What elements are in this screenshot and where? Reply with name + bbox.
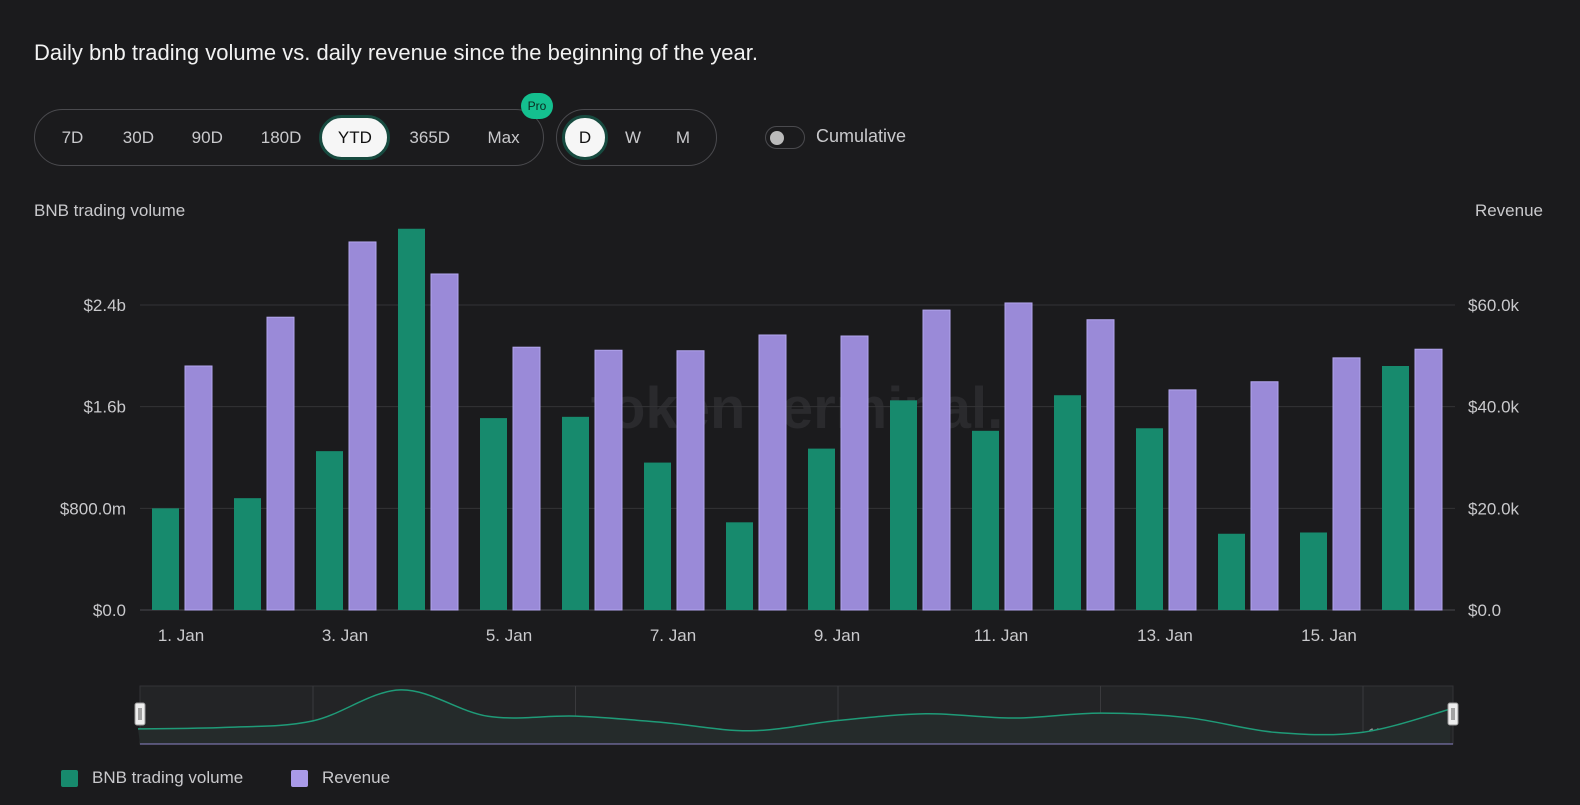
y-right-tick-label: $40.0k	[1468, 398, 1520, 417]
range-button-ytd[interactable]: YTD	[319, 115, 391, 160]
legend-label-revenue: Revenue	[322, 768, 391, 787]
range-button-30d[interactable]: 30D	[122, 127, 154, 147]
y-left-tick-label: $0.0	[93, 601, 126, 620]
bar-revenue	[1086, 319, 1115, 611]
bar-volume	[316, 451, 343, 610]
range-button-max[interactable]: Max	[487, 127, 520, 147]
bar-revenue	[840, 335, 869, 611]
bar-volume	[644, 462, 671, 610]
x-tick-label: 9. Jan	[814, 626, 860, 645]
legend-label-volume: BNB trading volume	[92, 768, 244, 787]
x-tick-label: 11. Jan	[974, 626, 1029, 645]
y-right-tick-label: $60.0k	[1468, 296, 1520, 315]
bar-revenue	[266, 316, 295, 611]
navigator-area	[138, 689, 1451, 744]
toggle-knob	[770, 131, 784, 145]
cumulative-label: Cumulative	[816, 126, 907, 146]
bar-revenue	[1332, 357, 1361, 611]
legend-swatch-volume	[61, 769, 78, 787]
navigator-handle-left[interactable]	[134, 702, 146, 726]
bar-volume	[1382, 366, 1409, 610]
bar-volume	[480, 418, 507, 610]
granularity-button-d[interactable]: D	[562, 115, 608, 160]
legend-item-volume[interactable]: BNB trading volume	[61, 768, 243, 788]
bar-volume	[1054, 395, 1081, 610]
x-tick-label: 5. Jan	[486, 626, 532, 645]
granularity-button-m[interactable]: M	[675, 127, 691, 147]
range-button-180d[interactable]: 180D	[260, 127, 302, 147]
range-selector: 7D 30D 90D 180D YTD 365D Max	[34, 109, 544, 166]
bar-revenue	[676, 350, 705, 611]
navigator-line	[137, 689, 1451, 736]
bar-volume	[726, 522, 753, 610]
x-tick-label: 7. Jan	[650, 626, 696, 645]
bar-revenue	[512, 346, 541, 611]
page-title: Daily bnb trading volume vs. daily reven…	[34, 40, 758, 65]
bar-revenue	[1414, 348, 1443, 611]
y-left-tick-label: $1.6b	[83, 398, 126, 417]
bar-volume	[972, 430, 999, 610]
bar-revenue	[348, 241, 377, 611]
bar-volume	[1136, 428, 1163, 610]
bar-volume	[1218, 533, 1245, 610]
right-axis-title: Revenue	[1474, 201, 1543, 220]
bar-volume	[808, 448, 835, 610]
bar-revenue	[1004, 302, 1033, 611]
bar-revenue	[594, 349, 623, 611]
navigator-handle-right[interactable]	[1447, 702, 1459, 726]
bar-volume	[890, 400, 917, 610]
bar-revenue	[430, 273, 459, 611]
range-button-365d[interactable]: 365D	[409, 127, 451, 147]
y-left-tick-label: $2.4b	[83, 296, 126, 315]
y-left-tick-label: $800.0m	[60, 499, 126, 518]
bar-revenue	[1250, 381, 1279, 611]
bar-volume	[1300, 532, 1327, 610]
bar-revenue	[922, 309, 951, 611]
cumulative-toggle[interactable]	[765, 126, 805, 149]
x-tick-label: 3. Jan	[322, 626, 368, 645]
bar-volume	[152, 508, 179, 610]
bar-volume	[234, 498, 261, 610]
bar-revenue	[184, 365, 213, 611]
bar-volume	[562, 416, 589, 610]
y-right-tick-label: $20.0k	[1468, 499, 1520, 518]
bar-volume	[398, 228, 425, 610]
legend-item-revenue[interactable]: Revenue	[291, 768, 390, 788]
y-right-tick-label: $0.0	[1468, 601, 1501, 620]
range-button-90d[interactable]: 90D	[191, 127, 223, 147]
x-tick-label: 13. Jan	[1137, 626, 1193, 645]
pro-badge: Pro	[521, 93, 553, 119]
x-tick-label: 15. Jan	[1301, 626, 1357, 645]
range-button-7d[interactable]: 7D	[61, 127, 84, 147]
bar-revenue	[1168, 389, 1197, 611]
bar-revenue	[758, 334, 787, 611]
left-axis-title: BNB trading volume	[34, 201, 186, 220]
legend-swatch-revenue	[291, 769, 308, 787]
granularity-button-w[interactable]: W	[624, 127, 642, 147]
x-tick-label: 1. Jan	[158, 626, 204, 645]
